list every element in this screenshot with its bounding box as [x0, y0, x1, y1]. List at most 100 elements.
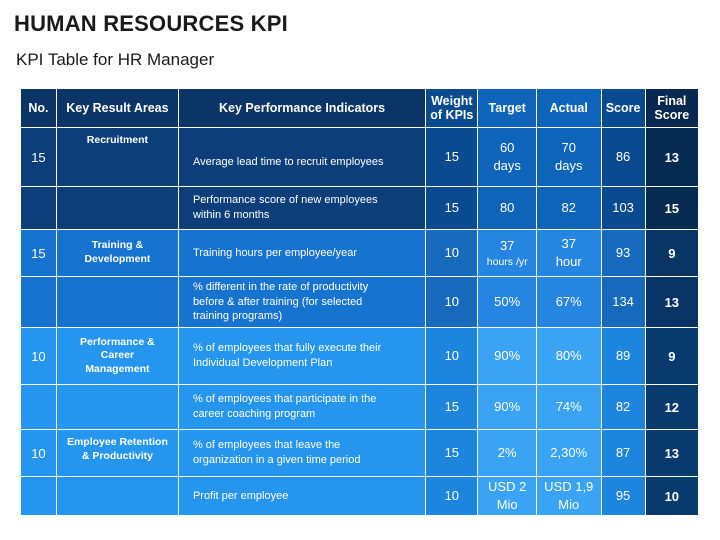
- score-value: 95: [601, 477, 645, 515]
- score-value: 93: [601, 230, 645, 276]
- actual-line: 37: [561, 236, 576, 252]
- kpi-line: Performance score of new employees: [192, 194, 378, 207]
- final-score-value: 13: [645, 277, 698, 327]
- weight-value: 10: [426, 277, 478, 327]
- key-result-area: [56, 477, 178, 515]
- kra-line: Career: [100, 349, 135, 362]
- actual-value: 37 hour: [536, 230, 601, 276]
- kra-line: Performance &: [80, 335, 155, 348]
- page-subtitle: KPI Table for HR Manager: [16, 50, 215, 69]
- header-actual: Actual: [536, 89, 601, 127]
- kpi-description: Performance score of new employees withi…: [178, 187, 426, 229]
- kpi-description: % of employees that fully execute their …: [178, 328, 426, 384]
- header-no: No.: [21, 89, 56, 127]
- table-row: % of employees that participate in the c…: [21, 385, 698, 429]
- target-value: 2%: [478, 430, 536, 476]
- weight-value: 15: [426, 430, 478, 476]
- key-result-area: Performance & Career Management: [56, 328, 178, 384]
- header-score: Score: [601, 89, 645, 127]
- key-result-area: Training & Development: [56, 230, 178, 276]
- key-result-area: Recruitment: [56, 128, 178, 186]
- weight-value: 10: [426, 477, 478, 515]
- score-value: 103: [601, 187, 645, 229]
- target-line: 37: [499, 238, 515, 254]
- kpi-description: Average lead time to recruit employees: [178, 128, 426, 186]
- actual-value: 82: [536, 187, 601, 229]
- target-line: Mio: [496, 497, 518, 512]
- actual-line: days: [554, 158, 583, 173]
- target-line: hours /yr: [486, 255, 528, 268]
- row-number: 10: [21, 328, 56, 384]
- actual-value: 67%: [536, 277, 601, 327]
- key-result-area: [56, 277, 178, 327]
- header-weight: Weight of KPIs: [426, 89, 478, 127]
- actual-line: hour: [555, 254, 582, 269]
- score-value: 86: [601, 128, 645, 186]
- kpi-line: before & after training (for selected: [192, 295, 363, 308]
- kpi-line: within 6 months: [192, 209, 270, 221]
- row-number: [21, 187, 56, 229]
- actual-value: 80%: [536, 328, 601, 384]
- key-result-area: Employee Retention & Productivity: [56, 430, 178, 476]
- actual-value: USD 1,9 Mio: [536, 477, 601, 515]
- header-final-line2: Score: [654, 108, 690, 122]
- kpi-line: % of employees that participate in the: [192, 393, 377, 406]
- key-result-area: [56, 385, 178, 429]
- header-final-line1: Final: [657, 94, 687, 108]
- row-number: [21, 477, 56, 515]
- table-row: 10 Performance & Career Management % of …: [21, 328, 698, 384]
- actual-line: 70: [561, 140, 576, 156]
- final-score-value: 12: [645, 385, 698, 429]
- kpi-description: Training hours per employee/year: [178, 230, 426, 276]
- table-row: Profit per employee 10 USD 2 Mio USD 1,9…: [21, 477, 698, 515]
- row-number: 10: [21, 430, 56, 476]
- kpi-line: career coaching program: [192, 408, 316, 420]
- header-key-performance-indicators: Key Performance Indicators: [178, 89, 426, 127]
- final-score-value: 10: [645, 477, 698, 515]
- weight-value: 10: [426, 328, 478, 384]
- key-result-area: [56, 187, 178, 229]
- actual-line: USD 1,9: [544, 479, 594, 495]
- kra-line: Recruitment: [86, 134, 149, 146]
- actual-line: Mio: [558, 497, 580, 512]
- final-score-value: 9: [645, 328, 698, 384]
- final-score-value: 9: [645, 230, 698, 276]
- kra-line: Employee Retention: [66, 436, 168, 448]
- kra-line: Training &: [91, 239, 144, 252]
- actual-value: 74%: [536, 385, 601, 429]
- score-value: 82: [601, 385, 645, 429]
- actual-value: 70 days: [536, 128, 601, 186]
- target-value: 90%: [478, 385, 536, 429]
- header-final-score: Final Score: [645, 89, 698, 127]
- kpi-line: % of employees that leave the: [192, 439, 341, 452]
- kpi-line: training programs): [192, 310, 283, 323]
- table-row: Performance score of new employees withi…: [21, 187, 698, 229]
- final-score-value: 15: [645, 187, 698, 229]
- header-target: Target: [478, 89, 536, 127]
- row-number: 15: [21, 230, 56, 276]
- target-value: 90%: [478, 328, 536, 384]
- final-score-value: 13: [645, 430, 698, 476]
- weight-value: 15: [426, 385, 478, 429]
- kpi-line: Average lead time to recruit employees: [192, 155, 384, 168]
- header-key-result-areas: Key Result Areas: [56, 89, 178, 127]
- actual-value: 2,30%: [536, 430, 601, 476]
- kpi-description: % different in the rate of productivity …: [178, 277, 426, 327]
- kra-line: & Productivity: [81, 449, 153, 462]
- header-row: No. Key Result Areas Key Performance Ind…: [21, 89, 698, 127]
- kpi-table: No. Key Result Areas Key Performance Ind…: [20, 88, 699, 516]
- kpi-line: Individual Development Plan: [192, 357, 333, 369]
- target-value: 37 hours /yr: [478, 230, 536, 276]
- table-row: 15 Training & Development Training hours…: [21, 230, 698, 276]
- kpi-line: % different in the rate of productivity: [192, 280, 369, 293]
- page-title: HUMAN RESOURCES KPI: [14, 11, 288, 36]
- target-line: days: [493, 158, 521, 173]
- score-value: 89: [601, 328, 645, 384]
- kpi-description: % of employees that participate in the c…: [178, 385, 426, 429]
- table-row: 10 Employee Retention & Productivity % o…: [21, 430, 698, 476]
- weight-value: 15: [426, 187, 478, 229]
- row-number: [21, 385, 56, 429]
- kpi-table-body: 15 Recruitment Average lead time to recr…: [21, 128, 698, 515]
- target-value: 80: [478, 187, 536, 229]
- target-value: USD 2 Mio: [478, 477, 536, 515]
